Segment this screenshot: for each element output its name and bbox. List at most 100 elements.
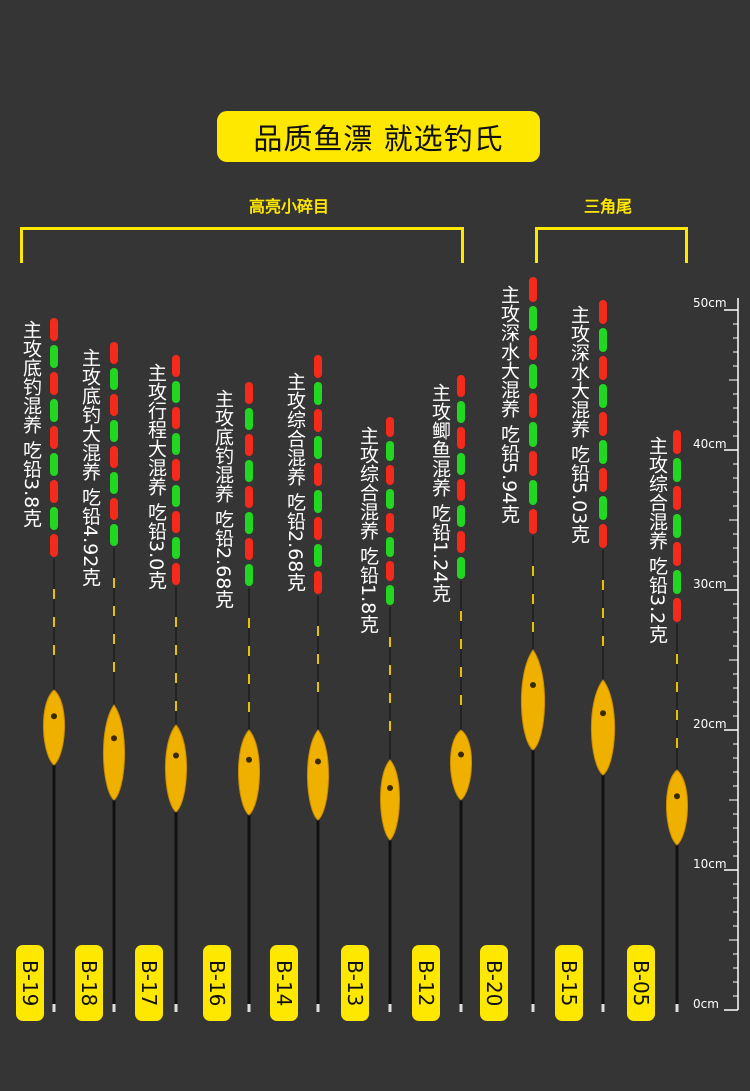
float-tip-segment-b-14: [314, 382, 322, 405]
float-logo-b-14: [315, 758, 321, 765]
float-tip-segment-b-13: [386, 513, 394, 533]
float-tip-segment-b-17: [172, 563, 180, 585]
float-tip-segment-b-20: [529, 393, 537, 418]
float-tip-segment-b-16: [245, 460, 253, 482]
float-tip-segment-b-15: [599, 468, 607, 492]
float-antenna-mark-b-05: [676, 654, 678, 664]
scale-label-10: 10cm: [693, 857, 727, 871]
float-tip-segment-b-19: [50, 399, 58, 422]
float-body-b-19: [43, 689, 65, 766]
float-antenna-mark-b-17: [175, 673, 177, 683]
float-antenna-mark-b-19: [53, 589, 55, 599]
float-tip-segment-b-17: [172, 511, 180, 533]
float-tip-segment-b-15: [599, 300, 607, 324]
float-desc-b17: 主攻行程大混养 吃铅3.0克: [145, 363, 167, 590]
float-antenna-mark-b-05: [676, 710, 678, 720]
float-antenna-mark-b-12: [460, 611, 462, 621]
float-body-b-12: [450, 729, 472, 801]
float-tip-segment-b-19: [50, 480, 58, 503]
float-tip-segment-b-16: [245, 434, 253, 456]
float-tip-segment-b-18: [110, 524, 118, 546]
float-body-b-17: [165, 724, 187, 813]
float-body-b-18: [102, 704, 126, 801]
float-logo-b-18: [111, 735, 117, 742]
float-desc-b13: 主攻综合混养 吃铅1.8克: [357, 426, 379, 634]
float-logo-b-20: [530, 682, 536, 688]
float-tip-segment-b-19: [50, 372, 58, 395]
float-antenna-mark-b-17: [175, 645, 177, 655]
float-tip-segment-b-20: [529, 451, 537, 476]
float-antenna-mark-b-20: [532, 594, 534, 604]
scale-label-30: 30cm: [693, 577, 727, 591]
float-tip-segment-b-18: [110, 368, 118, 390]
float-antenna-mark-b-20: [532, 622, 534, 632]
float-antenna-mark-b-19: [53, 617, 55, 627]
float-tip-segment-b-13: [386, 417, 394, 437]
float-antenna-mark-b-20: [532, 566, 534, 576]
float-tip-segment-b-18: [110, 498, 118, 520]
float-antenna-mark-b-13: [389, 721, 391, 731]
float-antenna-mark-b-15: [602, 608, 604, 618]
float-antenna-mark-b-19: [53, 645, 55, 655]
float-tip-segment-b-13: [386, 561, 394, 581]
float-tip-segment-b-16: [245, 486, 253, 508]
float-tip-segment-b-17: [172, 537, 180, 559]
float-code-b14: B-14: [270, 945, 298, 1021]
float-antenna-mark-b-05: [676, 682, 678, 692]
float-tip-segment-b-18: [110, 472, 118, 494]
float-antenna-mark-b-16: [248, 674, 250, 684]
float-tip-segment-b-13: [386, 441, 394, 461]
float-tip-segment-b-15: [599, 384, 607, 408]
float-tip-segment-b-05: [673, 598, 681, 622]
banner: 品质鱼漂 就选钓氏: [217, 111, 540, 162]
float-tip-segment-b-13: [386, 537, 394, 557]
float-tip-segment-b-16: [245, 408, 253, 430]
float-antenna-mark-b-15: [602, 636, 604, 646]
float-tip-segment-b-12: [457, 505, 465, 527]
float-tip-segment-b-13: [386, 465, 394, 485]
float-antenna-mark-b-18: [113, 606, 115, 616]
float-desc-b18: 主攻底钓大混养 吃铅4.92克: [79, 348, 101, 587]
float-tip-segment-b-19: [50, 507, 58, 530]
float-tip-segment-b-18: [110, 394, 118, 416]
float-logo-b-15: [600, 710, 606, 717]
float-antenna-mark-b-18: [113, 634, 115, 644]
float-tip-segment-b-17: [172, 485, 180, 507]
float-tip-segment-b-16: [245, 538, 253, 560]
float-tip-segment-b-12: [457, 427, 465, 449]
float-tip-segment-b-17: [172, 433, 180, 455]
float-code-b18: B-18: [75, 945, 103, 1021]
float-code-b15: B-15: [555, 945, 583, 1021]
scale-label-50: 50cm: [693, 296, 727, 310]
float-tip-segment-b-05: [673, 514, 681, 538]
float-tip-segment-b-15: [599, 328, 607, 352]
float-tip-segment-b-20: [529, 335, 537, 360]
float-logo-b-19: [51, 713, 57, 720]
float-logo-b-17: [173, 752, 179, 759]
float-body-b-13: [380, 759, 400, 841]
float-tip-segment-b-12: [457, 453, 465, 475]
float-tip-segment-b-16: [245, 512, 253, 534]
float-tip-segment-b-14: [314, 517, 322, 540]
float-tip-segment-b-19: [50, 453, 58, 476]
float-code-b17: B-17: [135, 945, 163, 1021]
float-antenna-mark-b-13: [389, 665, 391, 675]
float-tip-segment-b-13: [386, 585, 394, 605]
float-tip-segment-b-12: [457, 479, 465, 501]
group-label-high-bright: 高亮小碎目: [249, 197, 330, 216]
float-tip-segment-b-15: [599, 496, 607, 520]
float-antenna-mark-b-14: [317, 654, 319, 664]
float-tip-segment-b-12: [457, 401, 465, 423]
float-tip-segment-b-15: [599, 412, 607, 436]
float-tip-segment-b-20: [529, 306, 537, 331]
float-tip-segment-b-18: [110, 420, 118, 442]
scale-label-0: 0cm: [693, 997, 719, 1011]
float-desc-b16: 主攻底钓混养 吃铅2.68克: [212, 389, 234, 609]
float-tip-segment-b-13: [386, 489, 394, 509]
float-antenna-mark-b-14: [317, 626, 319, 636]
bracket-high-bright: [20, 227, 464, 263]
float-tip-segment-b-14: [314, 409, 322, 432]
float-tip-segment-b-19: [50, 426, 58, 449]
float-tip-segment-b-17: [172, 407, 180, 429]
